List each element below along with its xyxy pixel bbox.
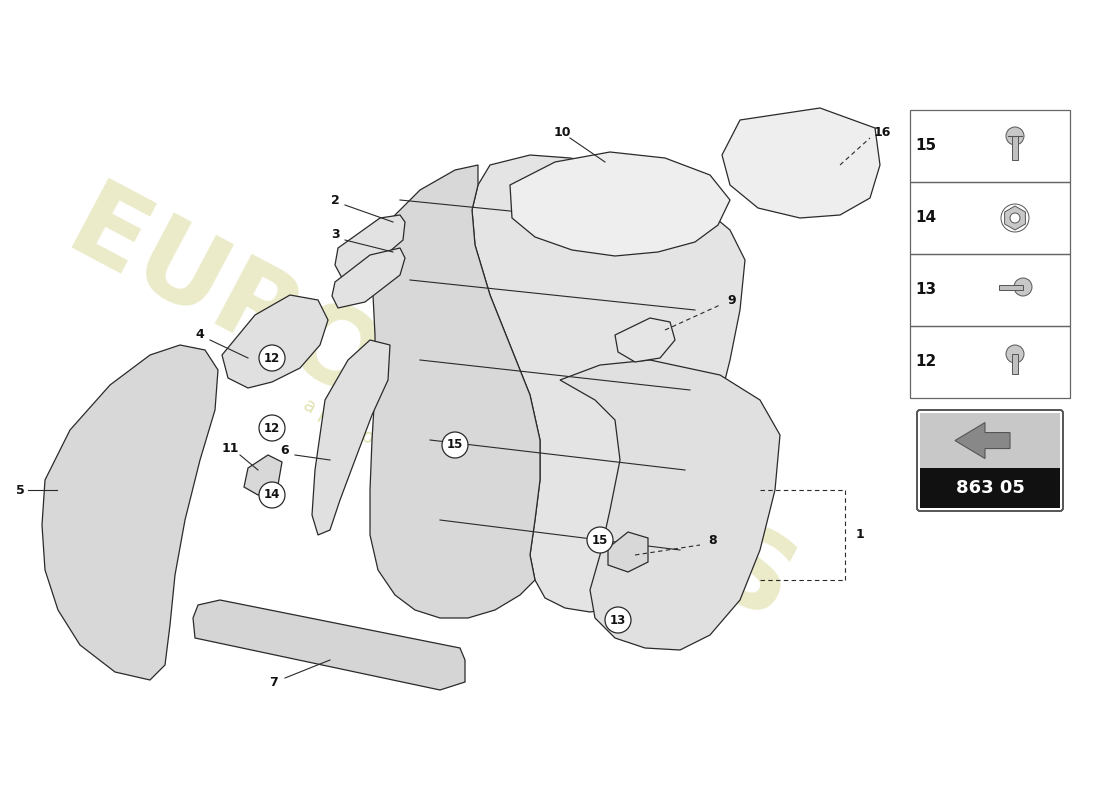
Circle shape bbox=[1014, 278, 1032, 296]
Text: 10: 10 bbox=[553, 126, 571, 138]
Bar bbox=[920, 413, 1060, 468]
Text: 2: 2 bbox=[331, 194, 340, 206]
Text: 15: 15 bbox=[592, 534, 608, 546]
Circle shape bbox=[442, 432, 468, 458]
FancyBboxPatch shape bbox=[917, 410, 1063, 511]
Text: 6: 6 bbox=[280, 443, 289, 457]
Circle shape bbox=[258, 345, 285, 371]
Text: 14: 14 bbox=[915, 210, 936, 226]
Polygon shape bbox=[332, 248, 405, 308]
Text: 9: 9 bbox=[728, 294, 736, 306]
Text: 863 05: 863 05 bbox=[956, 479, 1024, 497]
Text: EUROSPARES: EUROSPARES bbox=[50, 174, 811, 646]
Text: 12: 12 bbox=[915, 354, 936, 370]
Circle shape bbox=[1006, 127, 1024, 145]
Text: 13: 13 bbox=[609, 614, 626, 626]
Polygon shape bbox=[608, 532, 648, 572]
Polygon shape bbox=[222, 295, 328, 388]
Polygon shape bbox=[312, 340, 390, 535]
Circle shape bbox=[587, 527, 613, 553]
Polygon shape bbox=[615, 318, 675, 362]
Text: 16: 16 bbox=[873, 126, 891, 138]
Polygon shape bbox=[244, 455, 282, 495]
Bar bbox=[910, 182, 1070, 254]
Polygon shape bbox=[42, 345, 218, 680]
Circle shape bbox=[1006, 345, 1024, 363]
Circle shape bbox=[1010, 213, 1020, 223]
Circle shape bbox=[605, 607, 631, 633]
Polygon shape bbox=[336, 215, 405, 278]
Text: 14: 14 bbox=[264, 489, 280, 502]
Bar bbox=[1012, 136, 1018, 160]
Polygon shape bbox=[192, 600, 465, 690]
Circle shape bbox=[258, 415, 285, 441]
Text: 5: 5 bbox=[15, 483, 24, 497]
Bar bbox=[910, 326, 1070, 398]
Text: 15: 15 bbox=[915, 138, 936, 154]
Polygon shape bbox=[1004, 206, 1025, 230]
Bar bbox=[910, 110, 1070, 182]
Text: a passion for parts since 1985: a passion for parts since 1985 bbox=[300, 395, 560, 545]
Polygon shape bbox=[510, 152, 730, 256]
Bar bbox=[999, 285, 1023, 290]
Text: 1: 1 bbox=[856, 529, 865, 542]
Text: 12: 12 bbox=[264, 351, 280, 365]
Text: 4: 4 bbox=[196, 329, 205, 342]
Text: 13: 13 bbox=[915, 282, 936, 298]
Polygon shape bbox=[955, 422, 1010, 458]
Text: 15: 15 bbox=[447, 438, 463, 451]
Text: 12: 12 bbox=[264, 422, 280, 434]
Bar bbox=[910, 254, 1070, 326]
Polygon shape bbox=[560, 360, 780, 650]
Polygon shape bbox=[370, 165, 540, 618]
Bar bbox=[920, 468, 1060, 508]
Bar bbox=[1012, 354, 1018, 374]
Text: 7: 7 bbox=[268, 677, 277, 690]
Text: 11: 11 bbox=[221, 442, 239, 454]
Circle shape bbox=[258, 482, 285, 508]
Text: 3: 3 bbox=[331, 229, 339, 242]
Polygon shape bbox=[472, 155, 745, 612]
Polygon shape bbox=[722, 108, 880, 218]
Text: 8: 8 bbox=[708, 534, 717, 546]
